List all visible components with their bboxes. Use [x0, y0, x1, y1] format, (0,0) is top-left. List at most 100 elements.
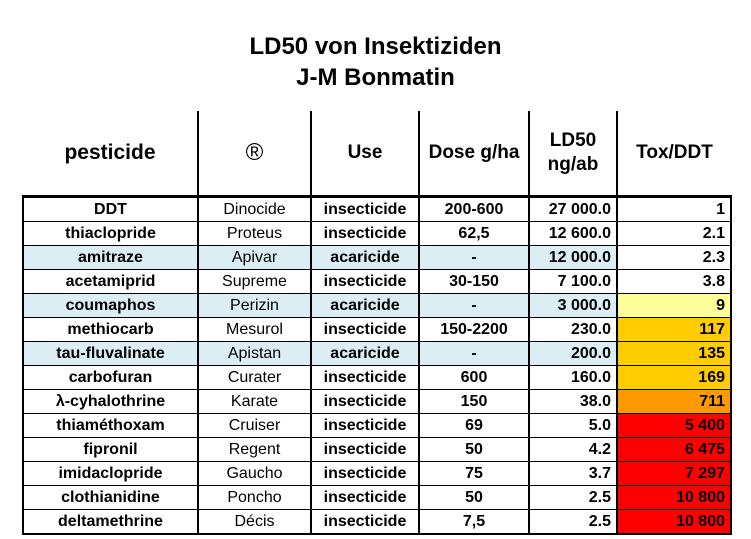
cell-dose: 7,5 [419, 509, 530, 535]
cell-ld50: 2.5 [529, 485, 618, 510]
header-ld50-line1: LD50 [549, 130, 597, 151]
cell-brand: Décis [198, 509, 312, 535]
cell-ld50: 5.0 [529, 413, 618, 438]
cell-brand: Regent [198, 437, 312, 462]
cell-ld50: 12 600.0 [529, 221, 618, 246]
cell-use: insecticide [311, 389, 420, 414]
cell-tox: 10 800 [617, 485, 732, 510]
cell-use: insecticide [311, 317, 420, 342]
cell-tox: 3.8 [617, 269, 732, 294]
cell-dose: - [419, 293, 530, 318]
cell-tox: 6 475 [617, 437, 732, 462]
cell-dose: 69 [419, 413, 530, 438]
cell-use: insecticide [311, 437, 420, 462]
cell-ld50: 12 000.0 [529, 245, 618, 270]
cell-pesticide: fipronil [22, 437, 199, 462]
cell-brand: Perizin [198, 293, 312, 318]
table-row: λ-cyhalothrine Karate insecticide 150 38.0 71… [22, 389, 732, 414]
cell-dose: - [419, 245, 530, 270]
cell-ld50: 200.0 [529, 341, 618, 366]
cell-dose: 200-600 [419, 196, 530, 222]
cell-brand: Curater [198, 365, 312, 390]
cell-ld50: 4.2 [529, 437, 618, 462]
cell-ld50: 27 000.0 [529, 196, 618, 222]
cell-pesticide: methiocarb [22, 317, 199, 342]
title-line-1: LD50 von Insektiziden [249, 33, 502, 60]
cell-pesticide: coumaphos [22, 293, 199, 318]
cell-use: insecticide [311, 413, 420, 438]
table-row: deltamethrine Décis insecticide 7,5 2.5 10 80… [22, 509, 732, 535]
table-row: fipronil Regent insecticide 50 4.2 6 475 [22, 437, 732, 462]
cell-brand: Apivar [198, 245, 312, 270]
table-row: acetamiprid Supreme insecticide 30-150 7 100… [22, 269, 732, 294]
table-row: thiaclopride Proteus insecticide 62,5 12 600… [22, 221, 732, 246]
cell-tox: 169 [617, 365, 732, 390]
table-row: imidaclopride Gaucho insecticide 75 3.7 7 297 [22, 461, 732, 486]
header-ld50: LD50 ng/ab [529, 111, 618, 198]
cell-ld50: 7 100.0 [529, 269, 618, 294]
table-row: amitraze Apivar acaricide -12 000.0 2.3 [22, 245, 732, 270]
cell-use: acaricide [311, 341, 420, 366]
cell-ld50: 160.0 [529, 365, 618, 390]
table-row: coumaphos Perizin acaricide -3 000.0 9 [22, 293, 732, 318]
cell-use: acaricide [311, 245, 420, 270]
cell-pesticide: carbofuran [22, 365, 199, 390]
cell-dose: 50 [419, 485, 530, 510]
cell-dose: 75 [419, 461, 530, 486]
cell-tox: 10 800 [617, 509, 732, 535]
cell-brand: Poncho [198, 485, 312, 510]
toxicity-table: pesticide ® Use Dose g/ha LD50 ng/ab Tox… [22, 111, 732, 535]
cell-dose: 30-150 [419, 269, 530, 294]
header-tox: Tox/DDT [617, 111, 731, 198]
table-row: clothianidine Poncho insecticide 50 2.5 10 80… [22, 485, 732, 510]
cell-dose: 600 [419, 365, 530, 390]
cell-dose: - [419, 341, 530, 366]
cell-pesticide: imidaclopride [22, 461, 199, 486]
cell-use: insecticide [311, 461, 420, 486]
table-row: methiocarb Mesurol insecticide 150-2200 230.… [22, 317, 732, 342]
cell-tox: 7 297 [617, 461, 732, 486]
cell-tox: 711 [617, 389, 732, 414]
cell-pesticide: amitraze [22, 245, 199, 270]
cell-dose: 62,5 [419, 221, 530, 246]
header-use: Use [311, 111, 420, 198]
cell-brand: Cruiser [198, 413, 312, 438]
cell-brand: Mesurol [198, 317, 312, 342]
cell-tox: 2.1 [617, 221, 732, 246]
cell-pesticide: thiaclopride [22, 221, 199, 246]
header-dose: Dose g/ha [419, 111, 530, 198]
cell-dose: 50 [419, 437, 530, 462]
cell-pesticide: deltamethrine [22, 509, 199, 535]
cell-tox: 2.3 [617, 245, 732, 270]
cell-brand: Apistan [198, 341, 312, 366]
cell-use: acaricide [311, 293, 420, 318]
table-row: DDT Dinocide insecticide 200-600 27 000.0 1 [22, 196, 732, 222]
cell-pesticide: acetamiprid [22, 269, 199, 294]
cell-brand: Dinocide [198, 196, 312, 222]
header-registered: ® [198, 111, 312, 198]
cell-brand: Supreme [198, 269, 312, 294]
cell-tox: 1 [617, 196, 732, 222]
cell-tox: 9 [617, 293, 732, 318]
cell-ld50: 2.5 [529, 509, 618, 535]
cell-pesticide: λ-cyhalothrine [22, 389, 199, 414]
cell-use: insecticide [311, 365, 420, 390]
cell-pesticide: clothianidine [22, 485, 199, 510]
cell-dose: 150 [419, 389, 530, 414]
cell-brand: Karate [198, 389, 312, 414]
cell-brand: Gaucho [198, 461, 312, 486]
cell-use: insecticide [311, 269, 420, 294]
cell-use: insecticide [311, 509, 420, 535]
cell-tox: 5 400 [617, 413, 732, 438]
cell-pesticide: DDT [22, 196, 199, 222]
cell-use: insecticide [311, 485, 420, 510]
cell-brand: Proteus [198, 221, 312, 246]
cell-ld50: 3 000.0 [529, 293, 618, 318]
table-row: tau-fluvalinate Apistan acaricide -200.0 135 [22, 341, 732, 366]
cell-use: insecticide [311, 221, 420, 246]
header-pesticide: pesticide [23, 111, 199, 198]
header-ld50-line2: ng/ab [547, 154, 599, 175]
cell-pesticide: tau-fluvalinate [22, 341, 199, 366]
table-row: carbofuran Curater insecticide 600 160.0 169 [22, 365, 732, 390]
cell-ld50: 230.0 [529, 317, 618, 342]
